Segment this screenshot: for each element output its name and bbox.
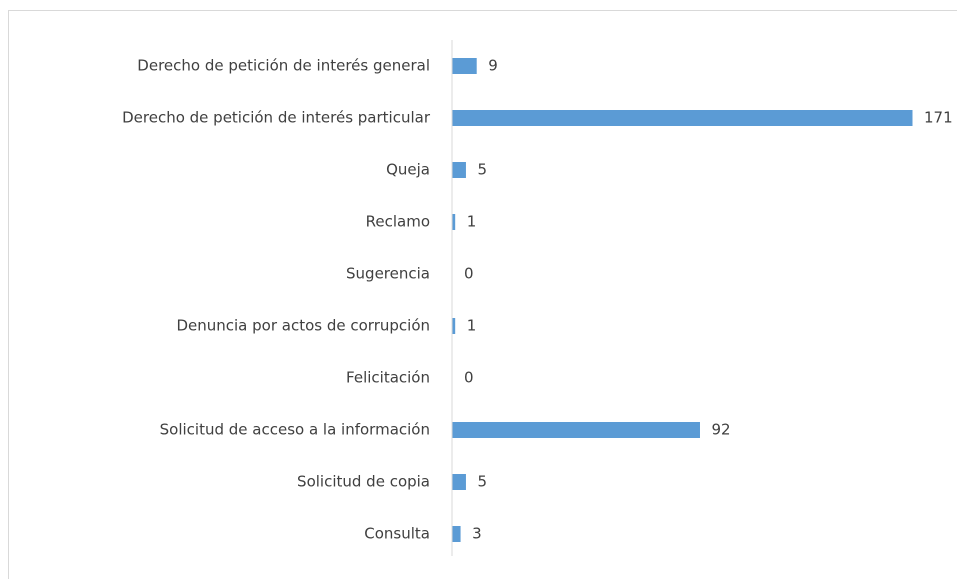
bar [452,422,700,438]
category-label: Queja [386,161,430,179]
value-label: 0 [464,265,474,283]
category-label: Derecho de petición de interés particula… [122,109,431,127]
bar [452,110,913,126]
bar [452,162,466,178]
category-label: Sugerencia [346,265,430,283]
chart-border [8,10,957,579]
bar [452,318,456,334]
value-label: 9 [488,57,498,75]
bar [452,214,456,230]
category-label: Felicitación [346,369,430,387]
category-label: Solicitud de copia [297,473,430,491]
value-label: 3 [472,525,482,543]
bar [452,474,466,490]
value-label: 0 [464,369,474,387]
value-label: 1 [467,213,477,231]
category-label: Solicitud de acceso a la información [160,421,430,439]
value-label: 5 [477,161,487,179]
category-label: Denuncia por actos de corrupción [176,317,430,335]
bar [452,58,477,74]
value-label: 1 [467,317,477,335]
value-label: 5 [477,473,487,491]
category-label: Reclamo [366,213,430,231]
value-label: 92 [711,421,730,439]
category-label: Consulta [364,525,430,543]
bar [452,526,461,542]
value-label: 171 [924,109,953,127]
category-label: Derecho de petición de interés general [137,57,430,75]
